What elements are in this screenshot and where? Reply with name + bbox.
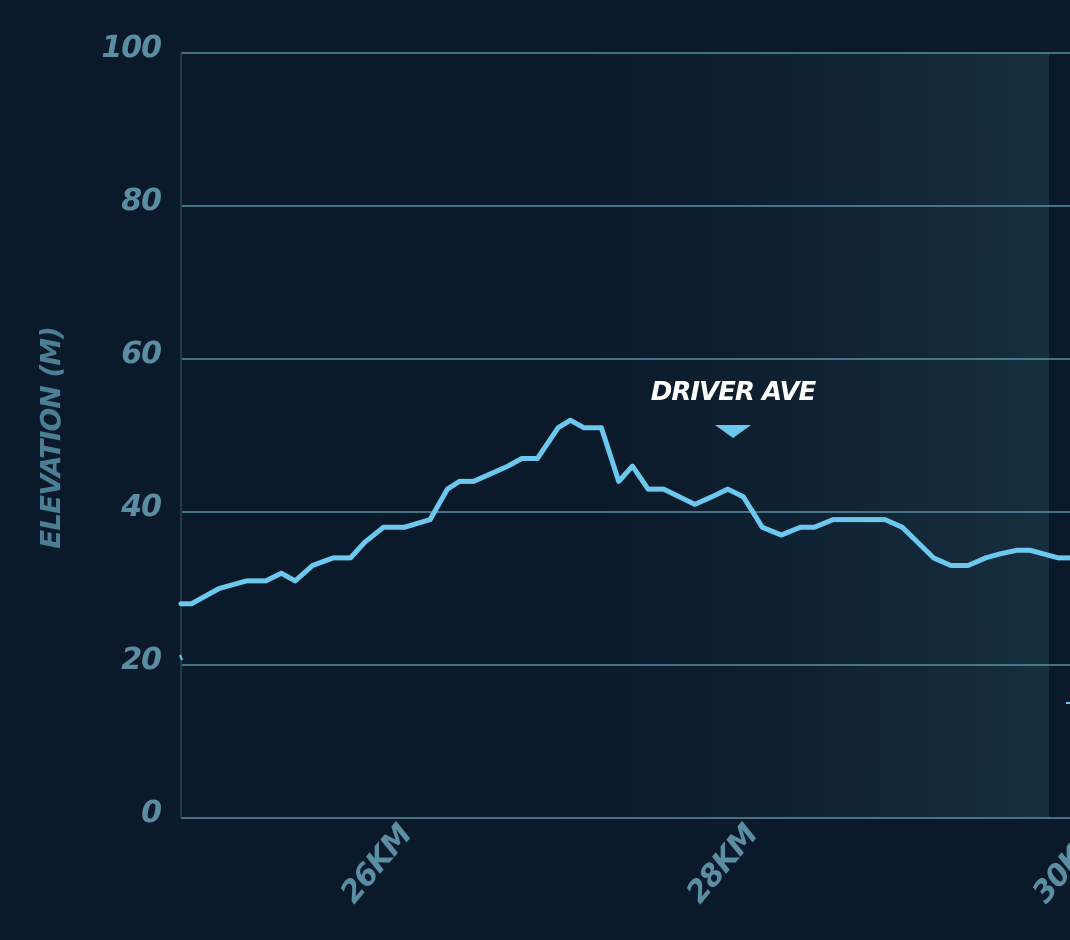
data-point <box>332 557 334 559</box>
data-point <box>1043 553 1045 555</box>
annotation-label: DRIVER AVE <box>651 377 817 407</box>
data-point <box>190 603 192 605</box>
y-tick-label-20: 20 <box>121 642 161 677</box>
data-point <box>472 480 474 482</box>
data-point <box>799 526 801 528</box>
data-point <box>632 465 634 467</box>
data-point <box>1016 549 1018 551</box>
series-lines <box>178 417 1070 607</box>
data-point <box>536 457 538 459</box>
data-point <box>350 557 352 559</box>
data-point <box>742 496 744 498</box>
data-point <box>180 603 182 605</box>
series-line-0 <box>178 417 1070 607</box>
data-point <box>851 519 853 521</box>
data-point <box>382 526 384 528</box>
data-point <box>933 557 935 559</box>
data-point <box>727 488 729 490</box>
annotations: DRIVER AVE <box>179 377 1070 704</box>
y-tick-labels: 0 20 40 60 80 100 <box>101 30 162 830</box>
data-point <box>678 496 680 498</box>
grid-lines <box>180 52 1070 819</box>
x-tick-labels: 26KM 28KM 30KM <box>333 817 1070 910</box>
data-point <box>1029 549 1031 551</box>
data-point <box>600 427 602 429</box>
data-point <box>459 480 461 482</box>
data-point <box>521 457 523 459</box>
y-tick-label-60: 60 <box>121 336 161 371</box>
data-point <box>984 557 986 559</box>
y-tick-label-100: 100 <box>101 30 161 65</box>
data-point <box>446 488 448 490</box>
data-point <box>557 427 559 429</box>
annotation-marker-icon <box>715 425 751 438</box>
data-point <box>507 465 509 467</box>
data-point <box>780 534 782 536</box>
data-point <box>884 519 886 521</box>
data-point <box>663 488 665 490</box>
data-point <box>694 503 696 505</box>
x-tick-label-28km: 28KM <box>679 817 765 910</box>
data-point <box>583 427 585 429</box>
data-point <box>967 565 969 567</box>
x-tick-label-26km: 26KM <box>333 817 419 910</box>
data-point <box>218 588 220 589</box>
data-point <box>280 572 282 574</box>
data-point <box>865 519 867 521</box>
y-axis-label: ELEVATION (M) <box>34 327 67 549</box>
data-point <box>363 542 365 544</box>
data-point <box>490 473 492 475</box>
y-tick-label-40: 40 <box>120 489 161 524</box>
x-tick-label-30km: 30KM <box>1025 817 1070 910</box>
data-point <box>832 519 834 521</box>
highlight-band <box>520 53 1049 818</box>
data-point <box>998 553 1000 555</box>
data-point <box>265 580 267 582</box>
y-tick-label-80: 80 <box>121 183 161 218</box>
data-point <box>294 580 296 582</box>
data-point <box>761 526 763 528</box>
data-point <box>917 542 919 544</box>
data-point <box>429 519 431 521</box>
data-point <box>901 526 903 528</box>
data-point <box>618 480 620 482</box>
data-point <box>813 526 815 528</box>
data-point <box>647 488 649 490</box>
data-point <box>711 496 713 498</box>
data-point <box>246 580 248 582</box>
data-point <box>403 526 405 528</box>
data-point <box>569 419 571 421</box>
y-tick-label-0: 0 <box>141 795 161 830</box>
edge-tick-mark <box>179 654 183 661</box>
data-point <box>1057 557 1059 559</box>
data-point <box>950 565 952 567</box>
data-point <box>311 565 313 567</box>
